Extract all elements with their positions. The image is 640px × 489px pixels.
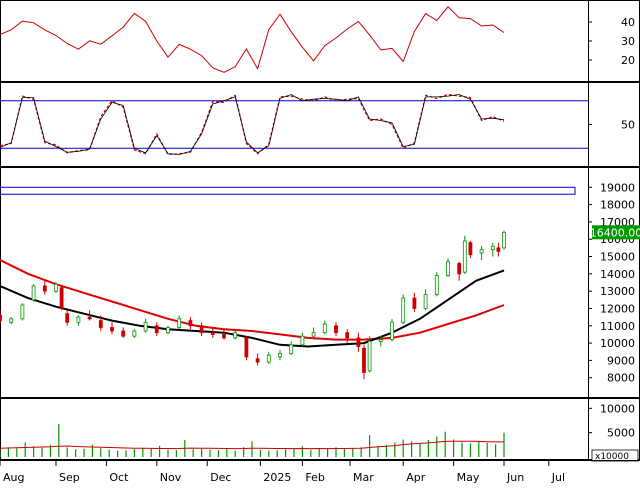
indicator-2-series-0 <box>0 93 505 156</box>
candle-body-22 <box>233 332 238 339</box>
x-tick-label-Aug: Aug <box>3 471 24 484</box>
candle-body-29 <box>311 332 316 337</box>
candle-body-12 <box>121 330 126 337</box>
last-price-box <box>592 225 640 240</box>
candle-body-6 <box>59 287 64 309</box>
panel-frame-price <box>0 167 640 398</box>
price-band-rect <box>0 186 576 195</box>
y-tick-label-indicator-1-30: 30 <box>621 35 635 48</box>
y-tick-label-price-11000: 11000 <box>600 320 635 333</box>
x-tick-label-Sep: Sep <box>59 471 80 484</box>
candle-body-9 <box>87 316 92 320</box>
y-tick-label-indicator-1-20: 20 <box>621 54 635 67</box>
y-tick-label-volume-10000: 10000 <box>600 402 635 415</box>
y-tick-label-indicator-2-50: 50 <box>621 119 635 132</box>
candle-body-11 <box>110 327 114 332</box>
candle-body-17 <box>177 318 182 328</box>
y-tick-label-price-13000: 13000 <box>600 285 635 298</box>
candle-body-25 <box>266 354 271 363</box>
candle-body-8 <box>76 316 81 323</box>
y-tick-label-volume-5000: 5000 <box>607 427 635 440</box>
candle-body-39 <box>412 297 417 309</box>
candle-body-46 <box>479 249 484 254</box>
candle-body-15 <box>154 325 159 334</box>
panel-frame-indicator-1 <box>0 0 640 82</box>
indicator-2-series-1 <box>0 94 505 155</box>
candle-body-14 <box>143 321 148 332</box>
candle-body-38 <box>401 297 406 323</box>
candle-body-42 <box>446 261 450 276</box>
last-price-label: 16400.00 <box>590 226 640 239</box>
y-tick-label-price-9000: 9000 <box>607 354 635 367</box>
candle-body-21 <box>222 334 226 339</box>
candle-body-20 <box>210 332 215 335</box>
x-tick-label-Nov: Nov <box>160 471 182 484</box>
x-tick-label-Jul: Jul <box>551 471 565 484</box>
candle-body-41 <box>434 275 439 296</box>
candle-body-37 <box>390 321 394 341</box>
y-tick-label-price-12000: 12000 <box>600 302 635 315</box>
candle-body-35 <box>367 340 372 372</box>
x-tick-label-Apr: Apr <box>406 471 426 484</box>
volume-moving-average <box>0 440 504 450</box>
candle-body-49 <box>502 231 506 249</box>
candle-body-34 <box>362 347 366 373</box>
candle-body-5 <box>54 283 58 292</box>
panel-frame-volume <box>0 398 640 460</box>
x-tick-label-Mar: Mar <box>353 471 374 484</box>
y-tick-label-price-15000: 15000 <box>600 251 635 264</box>
candle-body-31 <box>334 325 338 334</box>
y-tick-label-price-19000: 19000 <box>600 181 635 194</box>
candle-body-18 <box>188 320 193 327</box>
y-tick-label-price-14000: 14000 <box>600 268 635 281</box>
x-tick-label-Oct: Oct <box>109 471 129 484</box>
candle-body-26 <box>278 353 282 358</box>
volume-unit-label: x10000 <box>595 452 629 462</box>
candle-body-2 <box>20 304 25 320</box>
candle-body-47 <box>490 245 495 251</box>
candle-body-36 <box>378 339 383 342</box>
y-tick-label-price-10000: 10000 <box>600 337 635 350</box>
candle-body-3 <box>31 285 36 301</box>
indicator-1-series-0 <box>0 6 505 73</box>
candle-body-30 <box>322 323 327 334</box>
x-tick-label-May: May <box>457 471 480 484</box>
candle-body-23 <box>244 337 249 358</box>
price-moving-average-1 <box>0 269 505 348</box>
x-tick-label-Jun: Jun <box>506 471 524 484</box>
candle-body-16 <box>166 327 170 334</box>
y-tick-label-price-18000: 18000 <box>600 199 635 212</box>
candle-body-27 <box>289 344 294 354</box>
candle-body-40 <box>423 294 428 309</box>
candle-body-10 <box>98 320 103 328</box>
candle-body-48 <box>496 247 501 252</box>
candle-body-28 <box>300 335 305 346</box>
x-tick-label-2025: 2025 <box>263 471 291 484</box>
candle-body-33 <box>356 337 361 347</box>
candle-body-19 <box>199 325 204 334</box>
price-moving-average-0 <box>0 259 505 341</box>
x-tick-label-Feb: Feb <box>305 471 324 484</box>
candle-body-0 <box>0 314 2 321</box>
candle-body-24 <box>255 358 260 363</box>
candle-body-43 <box>457 263 462 275</box>
candle-body-7 <box>65 313 70 323</box>
x-tick-label-Dec: Dec <box>210 471 231 484</box>
y-tick-label-price-8000: 8000 <box>607 372 635 385</box>
candle-body-13 <box>132 330 137 337</box>
panel-frame-indicator-2 <box>0 82 640 167</box>
y-tick-label-indicator-1-40: 40 <box>621 16 635 29</box>
candle-body-1 <box>9 318 14 323</box>
candle-body-44 <box>462 240 467 273</box>
candle-body-4 <box>42 285 47 292</box>
candle-body-45 <box>468 242 473 256</box>
candle-body-32 <box>345 332 350 339</box>
